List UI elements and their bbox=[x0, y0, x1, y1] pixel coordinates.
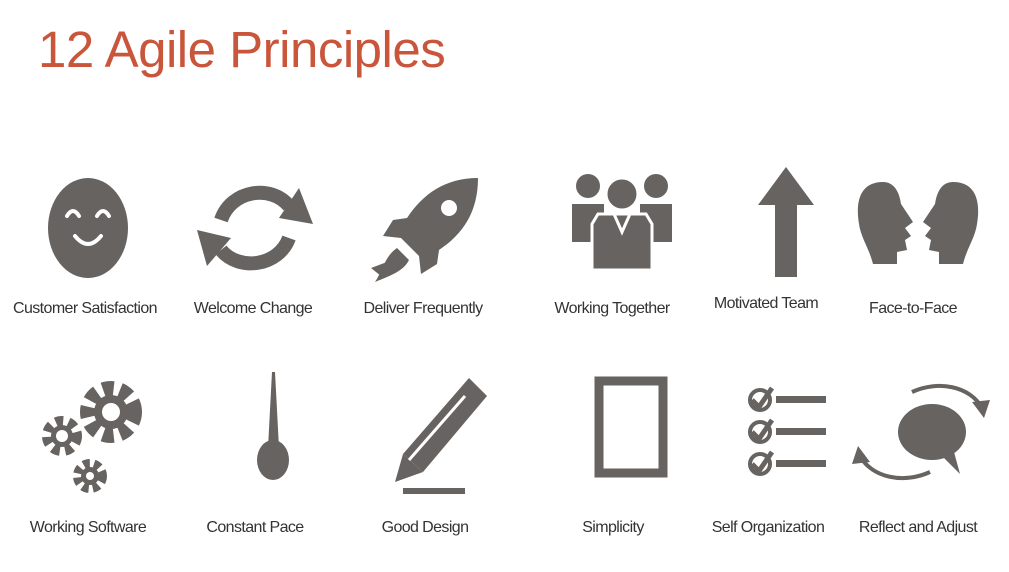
principle-label: Customer Satisfaction bbox=[13, 300, 158, 317]
up-arrow-icon bbox=[758, 167, 814, 277]
principle-label: Welcome Change bbox=[193, 300, 313, 317]
principle-reflect-and-adjust: Reflect and Adjust bbox=[838, 372, 998, 572]
principle-label: Constant Pace bbox=[206, 519, 304, 536]
face-profiles-icon bbox=[857, 182, 979, 264]
principle-label: Simplicity bbox=[582, 519, 644, 536]
principle-label: Self Organization bbox=[711, 519, 825, 536]
smiley-face-icon bbox=[48, 178, 128, 278]
principle-working-together: Working Together bbox=[532, 172, 692, 372]
principle-label: Working Software bbox=[29, 519, 147, 536]
speech-bubble-cycle-icon bbox=[852, 384, 990, 480]
principle-self-organization: Self Organization bbox=[688, 372, 848, 572]
team-icon bbox=[572, 174, 672, 272]
checklist-icon bbox=[748, 386, 826, 476]
principle-label: Motivated Team bbox=[713, 295, 819, 312]
pencil-icon bbox=[395, 378, 487, 494]
principle-good-design: Good Design bbox=[345, 372, 505, 572]
pendulum-icon bbox=[257, 372, 289, 480]
principle-label: Reflect and Adjust bbox=[858, 519, 978, 536]
principle-label: Working Together bbox=[554, 300, 670, 317]
principle-simplicity: Simplicity bbox=[533, 372, 693, 572]
principle-label: Face-to-Face bbox=[869, 300, 958, 317]
principle-working-software: Working Software bbox=[8, 372, 168, 572]
gears-icon bbox=[42, 381, 142, 493]
principle-motivated-team: Motivated Team bbox=[686, 167, 846, 367]
rocket-icon bbox=[371, 178, 478, 282]
page-title: 12 Agile Principles bbox=[38, 21, 446, 78]
principle-deliver-frequently: Deliver Frequently bbox=[343, 172, 503, 372]
square-frame-icon bbox=[594, 376, 668, 478]
principle-label: Good Design bbox=[381, 519, 469, 536]
principle-face-to-face: Face-to-Face bbox=[833, 172, 993, 372]
principle-constant-pace: Constant Pace bbox=[175, 372, 335, 572]
principle-welcome-change: Welcome Change bbox=[173, 172, 333, 372]
cycle-arrows-icon bbox=[197, 185, 313, 271]
principle-label: Deliver Frequently bbox=[363, 300, 483, 317]
principle-customer-satisfaction: Customer Satisfaction bbox=[5, 172, 165, 372]
